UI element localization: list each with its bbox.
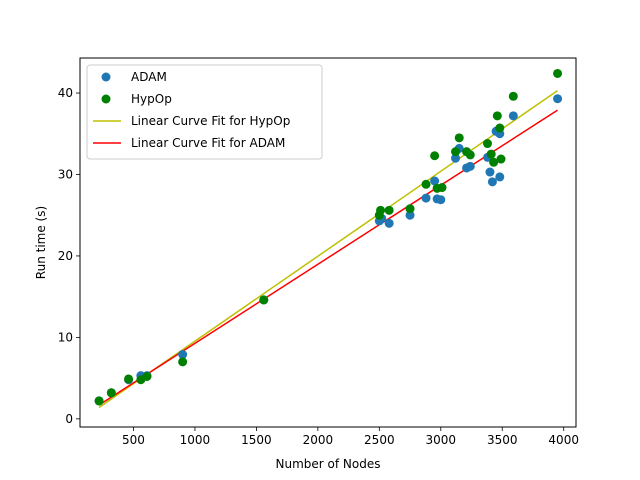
point-hypop-26 bbox=[553, 68, 563, 78]
point-adam-11 bbox=[421, 193, 431, 203]
point-adam-5 bbox=[178, 350, 188, 360]
point-hypop-20 bbox=[486, 149, 496, 159]
point-hypop-6 bbox=[259, 295, 269, 305]
point-hypop-14 bbox=[437, 183, 447, 193]
point-hypop-1 bbox=[106, 388, 116, 398]
point-hypop-2 bbox=[124, 374, 134, 384]
x-axis-ticks: 500 1000 1500 2000 2500 3000 3500 4000 bbox=[122, 427, 579, 447]
point-hypop-24 bbox=[496, 154, 506, 164]
legend-marker-0 bbox=[101, 72, 111, 82]
point-hypop-8 bbox=[376, 205, 386, 215]
y-tick-label-0: 0 bbox=[65, 412, 73, 426]
point-adam-25 bbox=[508, 111, 518, 121]
point-hypop-23 bbox=[495, 123, 505, 133]
fit-lines bbox=[98, 89, 558, 409]
point-adam-15 bbox=[451, 153, 461, 163]
x-tick-label-3000: 3000 bbox=[426, 433, 457, 447]
x-tick-label-2500: 2500 bbox=[364, 433, 395, 447]
point-adam-20 bbox=[485, 167, 495, 177]
point-adam-21 bbox=[487, 177, 497, 187]
fit-line-3 bbox=[98, 109, 558, 406]
point-hypop-12 bbox=[430, 151, 440, 161]
legend-label-3: Linear Curve Fit for ADAM bbox=[131, 136, 285, 150]
point-adam-24 bbox=[495, 172, 505, 182]
x-tick-label-4000: 4000 bbox=[548, 433, 579, 447]
point-hypop-10 bbox=[405, 204, 415, 214]
point-hypop-5 bbox=[178, 357, 188, 367]
y-tick-label-20: 20 bbox=[58, 249, 73, 263]
point-adam-26 bbox=[553, 94, 563, 104]
point-adam-9 bbox=[384, 218, 394, 228]
y-tick-label-40: 40 bbox=[58, 86, 73, 100]
scatter-points bbox=[94, 68, 563, 406]
legend: ADAM HypOp Linear Curve Fit for HypOp Linea… bbox=[86, 64, 323, 160]
plot-frame bbox=[79, 57, 577, 428]
point-hypop-18 bbox=[465, 150, 475, 160]
point-hypop-16 bbox=[454, 133, 464, 143]
point-hypop-15 bbox=[451, 147, 461, 157]
legend-label-0: ADAM bbox=[131, 70, 167, 84]
x-axis-label: Number of Nodes bbox=[276, 457, 381, 471]
point-adam-14 bbox=[436, 195, 446, 205]
y-axis-label: Run time (s) bbox=[34, 206, 48, 279]
point-adam-10 bbox=[405, 210, 415, 220]
legend-marker-1 bbox=[101, 94, 111, 104]
x-tick-label-1500: 1500 bbox=[241, 433, 272, 447]
point-hypop-21 bbox=[489, 157, 499, 167]
point-hypop-25 bbox=[508, 91, 518, 101]
point-adam-12 bbox=[430, 176, 440, 186]
legend-label-1: HypOp bbox=[131, 92, 172, 106]
y-axis-ticks: 0 10 20 30 40 bbox=[58, 86, 80, 426]
point-hypop-4 bbox=[142, 371, 152, 381]
legend-label-2: Linear Curve Fit for HypOp bbox=[131, 114, 290, 128]
point-hypop-11 bbox=[421, 179, 431, 189]
y-tick-label-10: 10 bbox=[58, 330, 73, 344]
point-hypop-0 bbox=[94, 396, 104, 406]
x-tick-label-3500: 3500 bbox=[487, 433, 518, 447]
fit-line-2 bbox=[98, 89, 558, 409]
point-hypop-22 bbox=[492, 111, 502, 121]
x-tick-label-2000: 2000 bbox=[303, 433, 334, 447]
y-tick-label-30: 30 bbox=[58, 167, 73, 181]
x-tick-label-1000: 1000 bbox=[180, 433, 211, 447]
legend-box bbox=[86, 64, 323, 160]
point-hypop-9 bbox=[384, 205, 394, 215]
point-hypop-19 bbox=[482, 139, 492, 149]
x-tick-label-500: 500 bbox=[122, 433, 145, 447]
point-adam-18 bbox=[465, 161, 475, 171]
